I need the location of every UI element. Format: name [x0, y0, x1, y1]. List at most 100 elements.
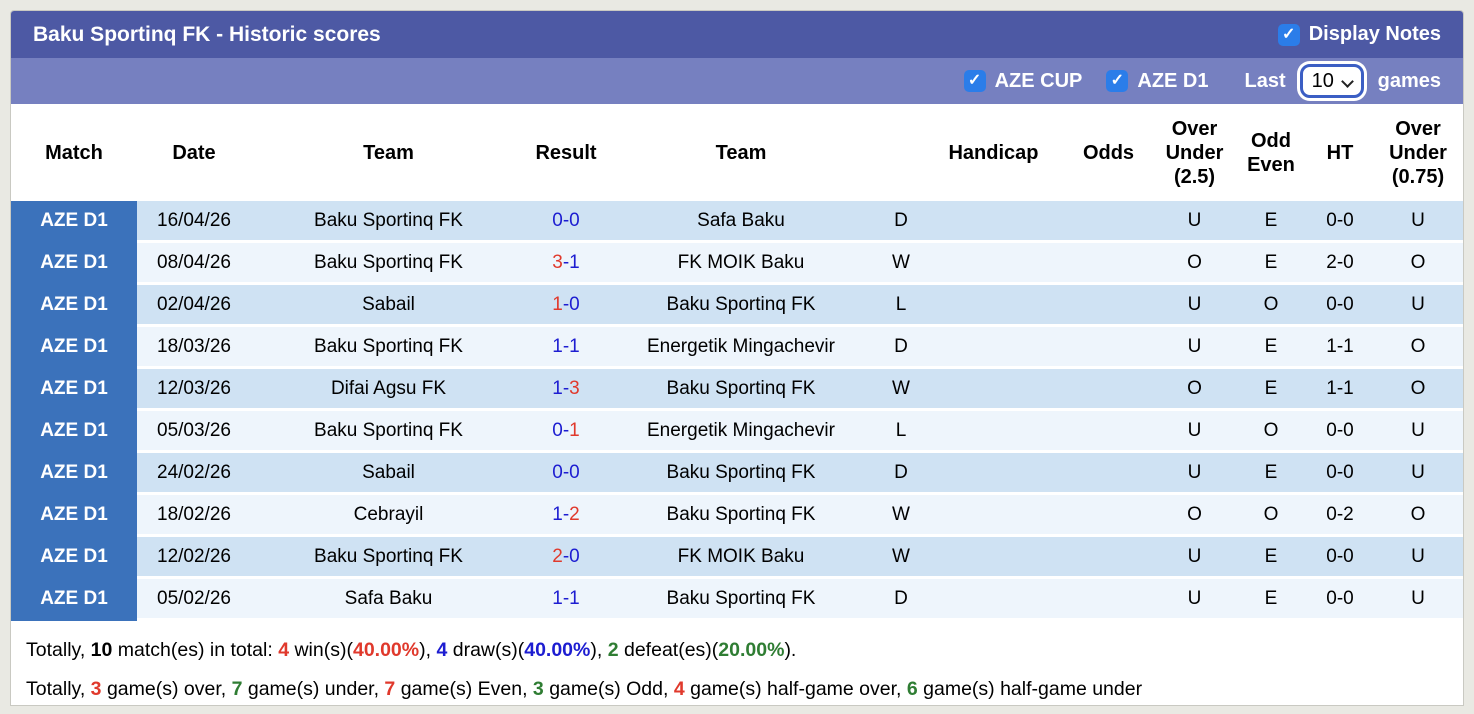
odds-cell [1061, 369, 1156, 411]
over-under-0-75-cell: U [1371, 537, 1463, 579]
home-team-cell[interactable]: Baku Sportinq FK [251, 411, 526, 453]
league-badge[interactable]: AZE D1 [11, 495, 137, 537]
display-notes-checkbox[interactable] [1277, 23, 1300, 46]
table-row: AZE D1 16/04/26 Baku Sportinq FK 0-0 Saf… [11, 201, 1463, 243]
league-badge[interactable]: AZE D1 [11, 369, 137, 411]
away-team-cell[interactable]: Baku Sportinq FK [606, 495, 876, 537]
over-under-0-75-cell: U [1371, 201, 1463, 243]
odds-cell [1061, 201, 1156, 243]
totals-text-segment: 2 [607, 639, 619, 661]
away-team-cell[interactable]: Baku Sportinq FK [606, 579, 876, 621]
table-header-row: Match Date Team Result Team Handicap Odd… [11, 104, 1463, 201]
date-cell: 12/03/26 [137, 369, 251, 411]
totals-text-segment: ). [784, 639, 797, 661]
date-cell: 12/02/26 [137, 537, 251, 579]
away-score: 1 [569, 587, 580, 609]
aze-cup-checkbox[interactable] [963, 70, 986, 92]
col-header-over-under-2-5: Over Under (2.5) [1165, 117, 1224, 188]
date-cell: 24/02/26 [137, 453, 251, 495]
totals-text-segment: match(es) in total: [112, 639, 279, 661]
odd-even-cell: E [1233, 327, 1309, 369]
away-score: 0 [569, 209, 580, 231]
totals-text-segment: 7 [384, 678, 396, 700]
handicap-cell [926, 495, 1061, 537]
table-row: AZE D1 12/03/26 Difai Agsu FK 1-3 Baku S… [11, 369, 1463, 411]
home-team-cell[interactable]: Baku Sportinq FK [251, 243, 526, 285]
date-cell: 05/02/26 [137, 579, 251, 621]
odd-even-cell: E [1233, 369, 1309, 411]
table-row: AZE D1 05/03/26 Baku Sportinq FK 0-1 Ene… [11, 411, 1463, 453]
score-cell: 1-1 [526, 327, 606, 369]
over-under-2-5-cell: U [1156, 453, 1233, 495]
league-badge[interactable]: AZE D1 [11, 327, 137, 369]
over-under-2-5-cell: O [1156, 495, 1233, 537]
away-score: 2 [569, 503, 580, 525]
home-score: 0 [552, 461, 563, 483]
aze-d1-checkbox[interactable] [1106, 70, 1129, 92]
home-team-cell[interactable]: Baku Sportinq FK [251, 327, 526, 369]
totals-text-segment: game(s) Odd, [543, 678, 674, 700]
home-team-cell[interactable]: Difai Agsu FK [251, 369, 526, 411]
over-under-2-5-cell: U [1156, 285, 1233, 327]
league-badge[interactable]: AZE D1 [11, 243, 137, 285]
table-row: AZE D1 08/04/26 Baku Sportinq FK 3-1 FK … [11, 243, 1463, 285]
date-cell: 18/02/26 [137, 495, 251, 537]
totals-text-segment: ), [419, 639, 437, 661]
score-separator: - [562, 209, 570, 231]
handicap-cell [926, 579, 1061, 621]
odds-cell [1061, 579, 1156, 621]
table-row: AZE D1 18/02/26 Cebrayil 1-2 Baku Sporti… [11, 495, 1463, 537]
col-header-over-under-0-75: Over Under (0.75) [1389, 117, 1447, 188]
home-team-cell[interactable]: Safa Baku [251, 579, 526, 621]
over-under-0-75-cell: O [1371, 495, 1463, 537]
last-games-select[interactable]: 10 [1302, 67, 1361, 95]
away-team-cell[interactable]: Energetik Mingachevir [606, 327, 876, 369]
totals-text-segment: 7 [231, 678, 243, 700]
away-team-cell[interactable]: FK MOIK Baku [606, 537, 876, 579]
away-team-cell[interactable]: FK MOIK Baku [606, 243, 876, 285]
col-header-odd-even: Odd Even [1247, 129, 1295, 176]
league-badge[interactable]: AZE D1 [11, 579, 137, 621]
league-badge[interactable]: AZE D1 [11, 537, 137, 579]
home-team-cell[interactable]: Baku Sportinq FK [251, 537, 526, 579]
home-team-cell[interactable]: Sabail [251, 285, 526, 327]
league-badge[interactable]: AZE D1 [11, 411, 137, 453]
ht-cell: 0-0 [1309, 411, 1371, 453]
aze-d1-filter[interactable]: AZE D1 [1106, 70, 1209, 93]
display-notes-toggle[interactable]: Display Notes [1277, 23, 1441, 46]
away-team-cell[interactable]: Safa Baku [606, 201, 876, 243]
table-row: AZE D1 12/02/26 Baku Sportinq FK 2-0 FK … [11, 537, 1463, 579]
home-score: 1 [552, 293, 563, 315]
over-under-0-75-cell: U [1371, 411, 1463, 453]
outcome-cell: W [876, 537, 926, 579]
away-team-cell[interactable]: Baku Sportinq FK [606, 285, 876, 327]
odds-cell [1061, 411, 1156, 453]
score-separator: - [562, 461, 570, 483]
away-team-cell[interactable]: Baku Sportinq FK [606, 369, 876, 411]
league-badge[interactable]: AZE D1 [11, 285, 137, 327]
table-body: AZE D1 16/04/26 Baku Sportinq FK 0-0 Saf… [11, 201, 1463, 621]
score-separator: - [562, 545, 570, 567]
handicap-cell [926, 369, 1061, 411]
away-team-cell[interactable]: Energetik Mingachevir [606, 411, 876, 453]
totals-line-1: Totally, 10 match(es) in total: 4 win(s)… [26, 631, 1463, 670]
away-team-cell[interactable]: Baku Sportinq FK [606, 453, 876, 495]
date-cell: 18/03/26 [137, 327, 251, 369]
home-team-cell[interactable]: Cebrayil [251, 495, 526, 537]
last-games-select-wrap: 10 [1299, 64, 1364, 98]
col-header-handicap: Handicap [948, 141, 1039, 164]
home-team-cell[interactable]: Sabail [251, 453, 526, 495]
aze-cup-filter[interactable]: AZE CUP [963, 70, 1082, 93]
away-score: 1 [569, 251, 580, 273]
league-badge[interactable]: AZE D1 [11, 453, 137, 495]
score-cell: 1-1 [526, 579, 606, 621]
handicap-cell [926, 285, 1061, 327]
league-badge[interactable]: AZE D1 [11, 201, 137, 243]
outcome-cell: W [876, 369, 926, 411]
historic-scores-panel: Baku Sportinq FK - Historic scores Displ… [10, 10, 1464, 706]
home-score: 0 [552, 209, 563, 231]
col-header-result: Result [535, 141, 597, 164]
totals-text-segment: 10 [90, 639, 113, 661]
home-team-cell[interactable]: Baku Sportinq FK [251, 201, 526, 243]
home-score: 1 [552, 587, 563, 609]
